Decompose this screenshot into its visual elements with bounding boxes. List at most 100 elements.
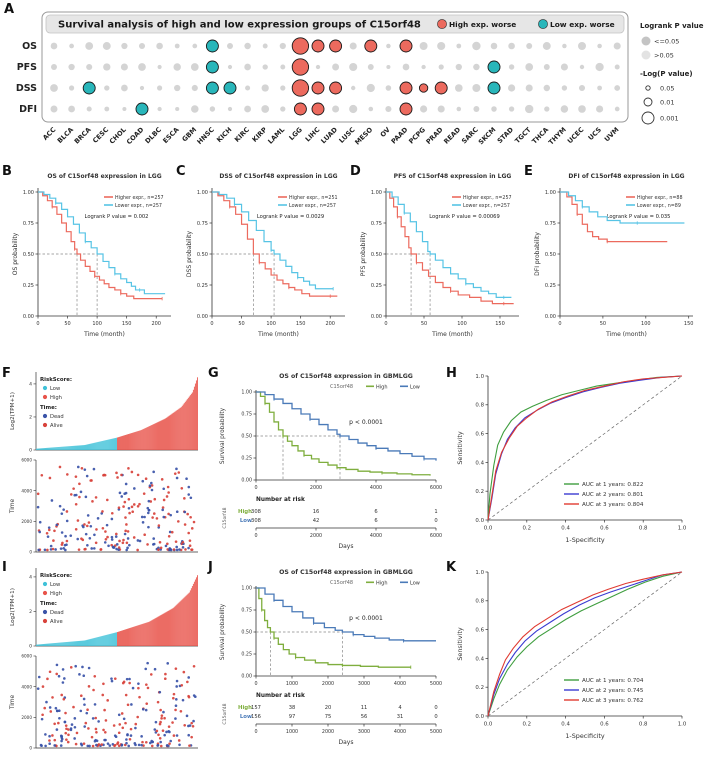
svg-text:2000: 2000 [322, 681, 334, 687]
svg-text:Alive: Alive [50, 423, 63, 429]
svg-text:Higher expr., n=257: Higher expr., n=257 [115, 195, 164, 201]
svg-text:1.00: 1.00 [241, 390, 252, 396]
svg-text:0.50: 0.50 [545, 252, 556, 258]
svg-text:0: 0 [36, 321, 39, 327]
svg-text:High: High [50, 395, 62, 401]
svg-text:0.00: 0.00 [241, 674, 252, 680]
svg-text:0.50: 0.50 [197, 252, 208, 258]
svg-text:OS: OS [22, 41, 37, 52]
svg-text:0.75: 0.75 [241, 412, 252, 418]
svg-text:6000: 6000 [430, 485, 442, 491]
svg-text:0.00: 0.00 [197, 314, 208, 320]
svg-text:AUC at 1 years: 0.704: AUC at 1 years: 0.704 [582, 678, 644, 684]
svg-text:>0.05: >0.05 [654, 52, 674, 60]
svg-text:OS of C15orf48 expression in G: OS of C15orf48 expression in GBMLGG [279, 569, 413, 576]
svg-text:DLBC: DLBC [144, 126, 164, 146]
svg-text:0.50: 0.50 [241, 630, 252, 636]
svg-text:0.25: 0.25 [545, 283, 556, 289]
svg-text:Low exp. worse: Low exp. worse [550, 20, 615, 29]
svg-text:Time (month): Time (month) [605, 331, 647, 338]
panel-a-survival-bubble-matrix: Survival analysis of high and low expres… [0, 6, 708, 162]
svg-text:0.00: 0.00 [23, 314, 34, 320]
svg-text:0.75: 0.75 [545, 221, 556, 227]
svg-text:100: 100 [641, 321, 651, 327]
km-chart-pfs-lgg: PFS of C15orf48 expression in LGG 0.00 0.2… [360, 173, 519, 338]
svg-text:1.00: 1.00 [371, 190, 382, 196]
svg-text:42: 42 [313, 518, 320, 524]
svg-text:LUAD: LUAD [319, 125, 339, 145]
svg-text:Higher expr., n=251: Higher expr., n=251 [289, 195, 338, 201]
svg-text:150: 150 [296, 321, 306, 327]
svg-text:High exp. worse: High exp. worse [449, 20, 516, 29]
svg-text:High: High [238, 705, 252, 711]
svg-text:Log2(TPM+1): Log2(TPM+1) [10, 588, 16, 626]
svg-text:SARC: SARC [460, 126, 480, 146]
svg-text:<=0.05: <=0.05 [654, 38, 679, 46]
svg-text:11: 11 [361, 705, 368, 711]
svg-text:p < 0.0001: p < 0.0001 [349, 419, 383, 426]
svg-text:DSS of C15orf48 expression in: DSS of C15orf48 expression in LGG [219, 173, 337, 180]
svg-text:Logrank P value: Logrank P value [640, 22, 704, 30]
svg-text:0.4: 0.4 [561, 722, 570, 728]
svg-text:0.01: 0.01 [660, 98, 674, 106]
svg-text:-Log(P value): -Log(P value) [640, 70, 693, 78]
svg-text:1.00: 1.00 [23, 190, 34, 196]
roc-chart-2: 0.00.0 0.2 0.2 0.4 0.4 0.6 0.6 0.8 0.8 1.0 1.0 1-Sp… [456, 570, 687, 740]
svg-text:PAAD: PAAD [390, 125, 410, 145]
svg-text:6: 6 [374, 518, 377, 524]
svg-text:0.8: 0.8 [639, 722, 648, 728]
panel-label-i: I [2, 560, 7, 575]
panel-label-j: J [208, 560, 213, 575]
svg-text:High: High [50, 591, 62, 597]
svg-text:1.00: 1.00 [545, 190, 556, 196]
panel-label-a: A [4, 2, 15, 17]
svg-text:AUC at 2 years: 0.745: AUC at 2 years: 0.745 [582, 688, 644, 694]
svg-text:Logrank P value = 0.002: Logrank P value = 0.002 [85, 214, 149, 220]
panel-label-g: G [208, 366, 219, 381]
svg-text:Number at risk: Number at risk [256, 497, 305, 503]
svg-text:0.75: 0.75 [241, 608, 252, 614]
svg-text:DSS: DSS [16, 83, 37, 94]
svg-text:UVM: UVM [603, 126, 621, 144]
svg-text:1.0: 1.0 [678, 526, 687, 532]
svg-text:CHOL: CHOL [108, 125, 128, 145]
svg-text:0.2: 0.2 [475, 489, 484, 495]
svg-text:0.00: 0.00 [545, 314, 556, 320]
panel-label-f: F [2, 366, 11, 381]
svg-text:DFI probability: DFI probability [534, 232, 541, 276]
svg-text:COAD: COAD [125, 125, 146, 146]
svg-text:Time (month): Time (month) [83, 331, 125, 338]
svg-text:0.0: 0.0 [484, 526, 493, 532]
svg-text:SKCM: SKCM [477, 126, 497, 146]
svg-text:Sensitivity: Sensitivity [456, 627, 464, 660]
svg-text:AUC at 1 years: 0.822: AUC at 1 years: 0.822 [582, 482, 643, 488]
svg-text:Number at risk: Number at risk [256, 693, 305, 699]
svg-text:4: 4 [398, 705, 402, 711]
svg-text:100: 100 [92, 321, 102, 327]
svg-text:0: 0 [434, 714, 437, 720]
svg-text:56: 56 [361, 714, 368, 720]
svg-text:Low: Low [410, 580, 420, 586]
svg-text:Time:: Time: [40, 601, 57, 607]
svg-text:1.00: 1.00 [197, 190, 208, 196]
svg-text:6000: 6000 [21, 458, 32, 463]
svg-text:0.4: 0.4 [475, 656, 484, 662]
svg-text:2000: 2000 [310, 533, 322, 539]
svg-text:Alive: Alive [50, 619, 63, 625]
svg-text:31: 31 [397, 714, 404, 720]
svg-text:0.6: 0.6 [475, 628, 484, 634]
svg-text:156: 156 [251, 714, 261, 720]
km-chart-gbmlgg-2: OS of C15orf48 expression in GBMLGG C15or… [220, 569, 442, 746]
panel-label-d: D [350, 164, 361, 179]
svg-text:0.25: 0.25 [197, 283, 208, 289]
svg-text:Survival analysis of high and: Survival analysis of high and low expres… [58, 20, 421, 31]
svg-text:0.05: 0.05 [660, 84, 674, 92]
svg-text:38: 38 [289, 705, 296, 711]
svg-text:LGG: LGG [288, 126, 304, 142]
svg-text:6000: 6000 [21, 654, 32, 659]
svg-text:1000: 1000 [286, 681, 298, 687]
svg-text:0.25: 0.25 [241, 652, 252, 658]
svg-text:Survival probability: Survival probability [220, 407, 226, 464]
svg-text:50: 50 [64, 321, 70, 327]
svg-text:UCEC: UCEC [566, 126, 586, 146]
